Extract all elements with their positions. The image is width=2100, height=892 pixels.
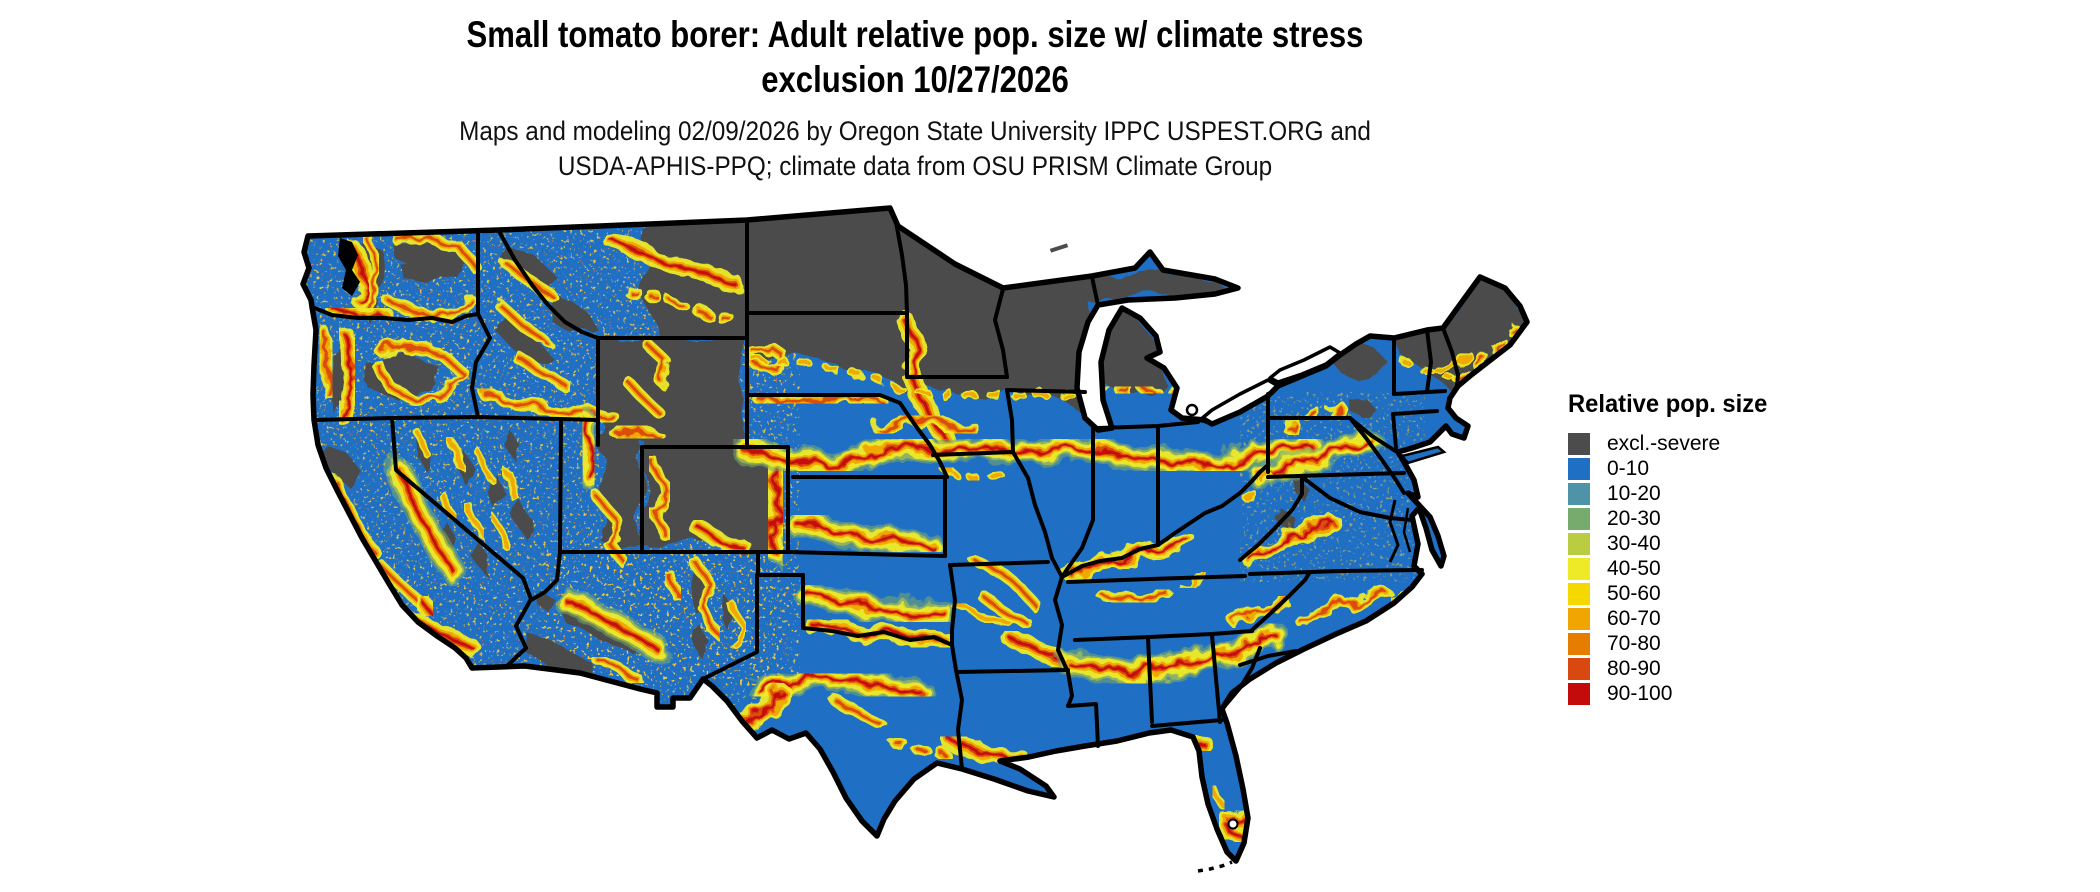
legend-swatch (1568, 432, 1590, 455)
legend-rows: excl.-severe 0-10 10-20 20-30 30-40 40-50 50-6… (1568, 431, 1868, 706)
long-island (1399, 445, 1447, 465)
legend-item: 90-100 (1568, 681, 1868, 706)
legend-item: 80-90 (1568, 656, 1868, 681)
legend-item: 10-20 (1568, 481, 1868, 506)
lake-st-clair (1185, 403, 1199, 417)
map-title-line-2: exclusion 10/27/2026 (761, 59, 1069, 101)
coastal-details (338, 238, 1447, 873)
header: Small tomato borer: Adult relative pop. … (60, 12, 1770, 183)
legend-label: 0-10 (1607, 456, 1650, 480)
map-subtitle-line-1: Maps and modeling 02/09/2026 by Oregon S… (459, 116, 1371, 147)
legend-swatch (1568, 507, 1590, 530)
legend-swatch (1568, 557, 1590, 580)
population-heat-bands (316, 229, 1521, 845)
legend-item: 40-50 (1568, 556, 1868, 581)
legend-swatch (1568, 482, 1590, 505)
legend-label: 10-20 (1607, 481, 1661, 505)
legend-item: 70-80 (1568, 631, 1868, 656)
chesapeake-bay-east (1402, 507, 1412, 553)
legend-label: excl.-severe (1607, 431, 1721, 455)
legend: Relative pop. size excl.-severe 0-10 10-20… (1568, 390, 1868, 706)
legend-item: 60-70 (1568, 606, 1868, 631)
legend-label: 80-90 (1607, 656, 1661, 680)
legend-label: 90-100 (1607, 681, 1673, 705)
map-title-line-1: Small tomato borer: Adult relative pop. … (466, 14, 1364, 55)
lake-okeechobee (1227, 818, 1239, 830)
legend-swatch (1568, 632, 1590, 655)
legend-item: 0-10 (1568, 456, 1868, 481)
legend-item: 20-30 (1568, 506, 1868, 531)
chesapeake-bay (1388, 499, 1400, 563)
legend-item: excl.-severe (1568, 431, 1868, 456)
legend-item: 50-60 (1568, 581, 1868, 606)
legend-swatch (1568, 682, 1590, 705)
isle-royale (1049, 243, 1069, 253)
legend-label: 20-30 (1607, 506, 1661, 530)
legend-swatch (1568, 657, 1590, 680)
legend-swatch (1568, 457, 1590, 480)
legend-label: 70-80 (1607, 631, 1661, 655)
national-outline (300, 205, 1530, 864)
florida-keys (1197, 860, 1233, 873)
legend-swatch (1568, 607, 1590, 630)
legend-label: 50-60 (1607, 581, 1661, 605)
legend-swatch (1568, 582, 1590, 605)
legend-label: 40-50 (1607, 556, 1661, 580)
legend-swatch (1568, 532, 1590, 555)
legend-title: Relative pop. size (1568, 390, 1768, 418)
legend-label: 60-70 (1607, 606, 1661, 630)
map-subtitle-line-2: USDA-APHIS-PPQ; climate data from OSU PR… (557, 150, 1273, 181)
legend-item: 30-40 (1568, 531, 1868, 556)
legend-label: 30-40 (1607, 531, 1661, 555)
state-borders (310, 220, 1460, 771)
map-subtitle: Maps and modeling 02/09/2026 by Oregon S… (60, 114, 1770, 183)
puget-sound (338, 238, 360, 296)
